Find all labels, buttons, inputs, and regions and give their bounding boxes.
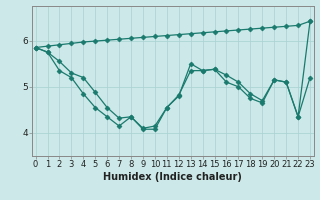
X-axis label: Humidex (Indice chaleur): Humidex (Indice chaleur) xyxy=(103,172,242,182)
